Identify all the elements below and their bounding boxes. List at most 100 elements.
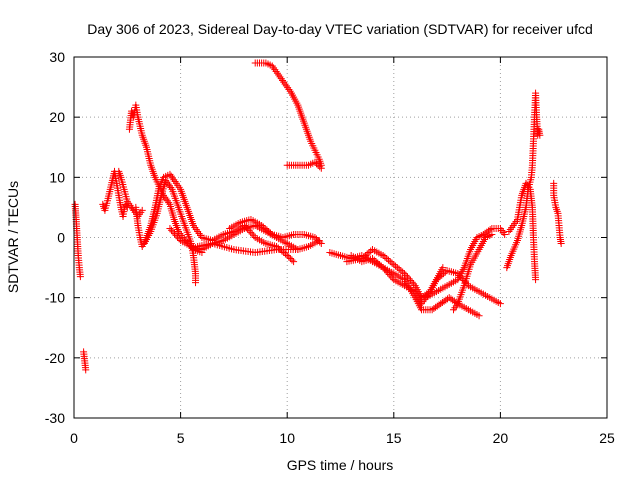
data-point (314, 161, 322, 169)
data-point (557, 240, 565, 248)
data-point (441, 268, 449, 276)
data-point (388, 274, 396, 282)
series-arc-18 (505, 179, 540, 284)
data-point (162, 176, 170, 184)
y-tick-label: 10 (49, 169, 65, 185)
data-point (171, 230, 179, 238)
data-point (275, 71, 283, 79)
data-point (280, 78, 288, 86)
data-point (536, 131, 544, 139)
y-tick-label: 0 (57, 230, 65, 246)
series-arc-1b (80, 348, 90, 374)
data-point (388, 259, 396, 267)
data-point (288, 256, 296, 264)
y-tick-label: 30 (49, 49, 65, 65)
data-point (168, 174, 176, 182)
data-point (402, 271, 410, 279)
data-point (166, 182, 174, 190)
data-point (276, 73, 284, 81)
data-point (162, 195, 170, 203)
data-point (167, 184, 175, 192)
data-point (400, 270, 408, 278)
y-tick-label: -30 (45, 410, 65, 426)
data-point (385, 270, 393, 278)
y-tick-label: 20 (49, 109, 65, 125)
grid (74, 57, 607, 418)
data-point (376, 261, 384, 269)
data-point (279, 76, 287, 84)
data-point (165, 199, 173, 207)
data-point (281, 250, 289, 258)
data-point (363, 250, 371, 258)
data-point (313, 235, 321, 243)
data-point (163, 197, 171, 205)
x-tick-label: 20 (493, 430, 509, 446)
x-tick-label: 10 (279, 430, 295, 446)
data-point (410, 280, 418, 288)
x-tick-label: 5 (177, 430, 185, 446)
series-arc-9 (226, 215, 325, 248)
data-point (374, 259, 382, 267)
data-point (167, 172, 175, 180)
data-point (475, 312, 483, 320)
data-point (273, 69, 281, 77)
data-point (76, 273, 84, 281)
series-arc-11 (283, 158, 325, 172)
data-point (263, 226, 271, 234)
data-point (316, 163, 324, 171)
data-point (138, 206, 146, 214)
data-point (379, 252, 387, 260)
data-point (261, 224, 269, 232)
data-point (501, 230, 509, 238)
data-point (311, 158, 319, 166)
plot-frame (73, 56, 608, 419)
data-point (381, 265, 389, 273)
data-point (169, 228, 177, 236)
data-point (361, 252, 369, 260)
y-tick-label: -20 (45, 350, 65, 366)
data-point (488, 230, 496, 238)
data-point (372, 258, 380, 266)
series-arc-19 (550, 179, 565, 248)
y-tick-label: -10 (45, 290, 65, 306)
data-point (407, 276, 415, 284)
data-point (171, 178, 179, 186)
series-arc-1a (71, 200, 84, 281)
series-arc-10 (251, 59, 325, 169)
data-point (311, 234, 319, 241)
data-point (250, 232, 258, 240)
x-axis-label: GPS time / hours (287, 457, 394, 473)
data-point (439, 264, 447, 272)
data-point (167, 226, 175, 234)
data-point (390, 261, 398, 269)
data-point (399, 268, 407, 276)
data-point (379, 264, 387, 272)
data-point (129, 205, 137, 213)
data-point (377, 262, 385, 270)
data-point (192, 279, 200, 287)
data-point (278, 247, 286, 255)
data-point (317, 240, 325, 248)
data-point (393, 264, 401, 272)
data-point (82, 366, 90, 374)
data-point (266, 229, 274, 237)
series-arc-6 (140, 176, 200, 287)
data-point (285, 85, 293, 93)
data-point (166, 224, 174, 232)
data-point (370, 256, 378, 264)
data-point (532, 276, 540, 284)
data-point (285, 253, 293, 261)
data-point (248, 230, 256, 238)
data-point (384, 256, 392, 264)
data-point (258, 221, 266, 229)
series-arc-4 (125, 101, 206, 257)
data-point (387, 272, 395, 280)
y-axis-label: SDTVAR / TECUs (5, 181, 21, 293)
data-point (408, 278, 416, 286)
data-point (281, 80, 289, 88)
data-point (164, 180, 172, 188)
data-point (392, 262, 400, 270)
data-point (283, 252, 291, 260)
data-point (397, 267, 405, 275)
